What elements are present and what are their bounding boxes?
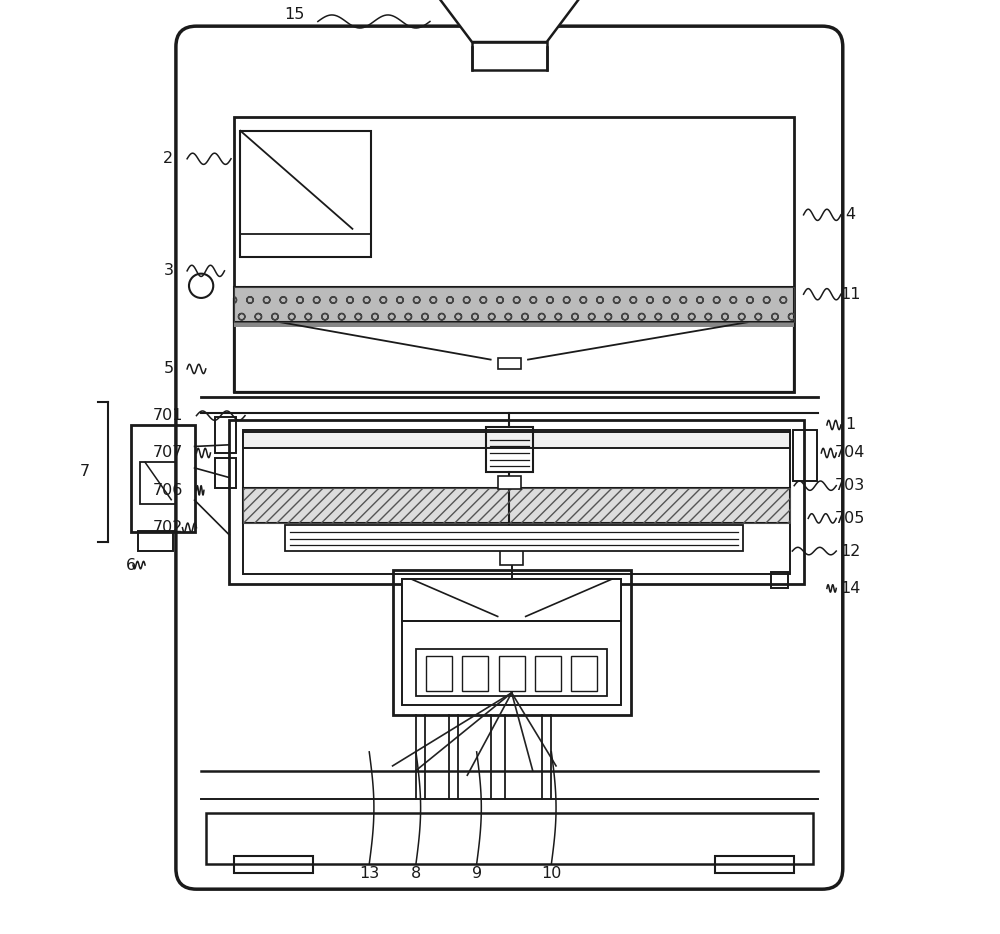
Bar [131,425,195,532]
Text: 9: 9 [472,866,482,881]
Bar [715,856,794,873]
Bar [138,531,173,551]
Bar [243,488,790,523]
Bar [240,131,371,257]
Text: 705: 705 [835,511,865,526]
Bar [206,813,813,864]
Text: 702: 702 [153,520,184,535]
Bar [771,572,788,588]
Bar [285,525,743,551]
Text: 12: 12 [840,544,860,559]
Bar [393,570,631,715]
Bar [234,287,794,322]
Bar [535,656,561,691]
Text: 15: 15 [284,7,305,21]
Bar [402,579,621,621]
Bar [498,358,521,369]
Text: 4: 4 [845,207,855,222]
Bar [140,462,176,504]
Bar [472,42,547,70]
Bar [234,117,794,392]
Text: 706: 706 [153,483,184,498]
Text: 707: 707 [153,446,184,460]
Text: 11: 11 [840,287,861,302]
Bar [234,287,794,322]
Text: 704: 704 [835,446,865,460]
Bar [215,417,236,453]
Bar [571,656,597,691]
Bar [215,458,236,488]
Text: 10: 10 [541,866,562,881]
Bar [462,656,488,691]
Polygon shape [430,0,589,42]
Bar [486,427,533,472]
Bar [416,649,607,696]
Bar [426,656,452,691]
Bar [402,579,621,705]
Text: 7: 7 [79,464,89,479]
Circle shape [189,274,213,298]
Bar [229,420,804,584]
Text: 703: 703 [835,478,865,493]
Bar [243,432,790,448]
Bar [234,856,313,873]
Text: 8: 8 [411,866,421,881]
Text: 701: 701 [153,408,184,423]
Text: 5: 5 [163,361,173,376]
Bar [498,476,521,489]
Bar [499,656,525,691]
Bar [793,430,817,481]
Bar [243,488,790,523]
Bar [234,299,794,392]
FancyBboxPatch shape [176,26,843,889]
Text: 6: 6 [126,558,136,573]
Bar [234,322,794,327]
Text: 14: 14 [840,581,860,596]
Text: 1: 1 [845,417,855,432]
Text: 3: 3 [163,263,173,278]
Text: 13: 13 [359,866,379,881]
Text: 2: 2 [163,151,173,166]
Bar [243,430,790,574]
Bar [500,548,523,565]
